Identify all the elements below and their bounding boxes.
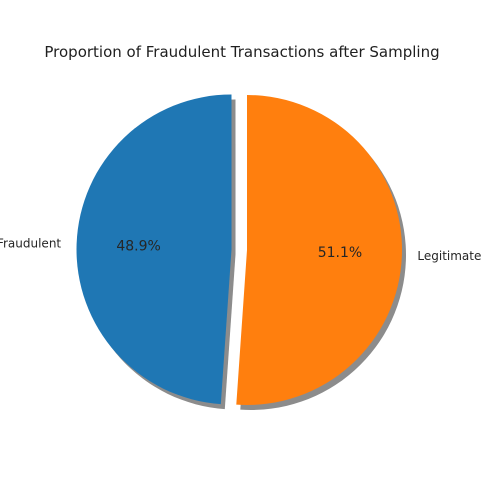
pct-label-legitimate: 51.1%	[318, 245, 362, 261]
pct-label-fraudulent: 48.9%	[116, 238, 160, 254]
slice-label-legitimate: Legitimate	[417, 249, 481, 263]
slice-fraudulent	[76, 94, 232, 405]
chart-title: Proportion of Fraudulent Transactions af…	[44, 43, 440, 61]
slice-legitimate	[236, 95, 402, 405]
slice-label-fraudulent: Fraudulent	[0, 237, 61, 251]
